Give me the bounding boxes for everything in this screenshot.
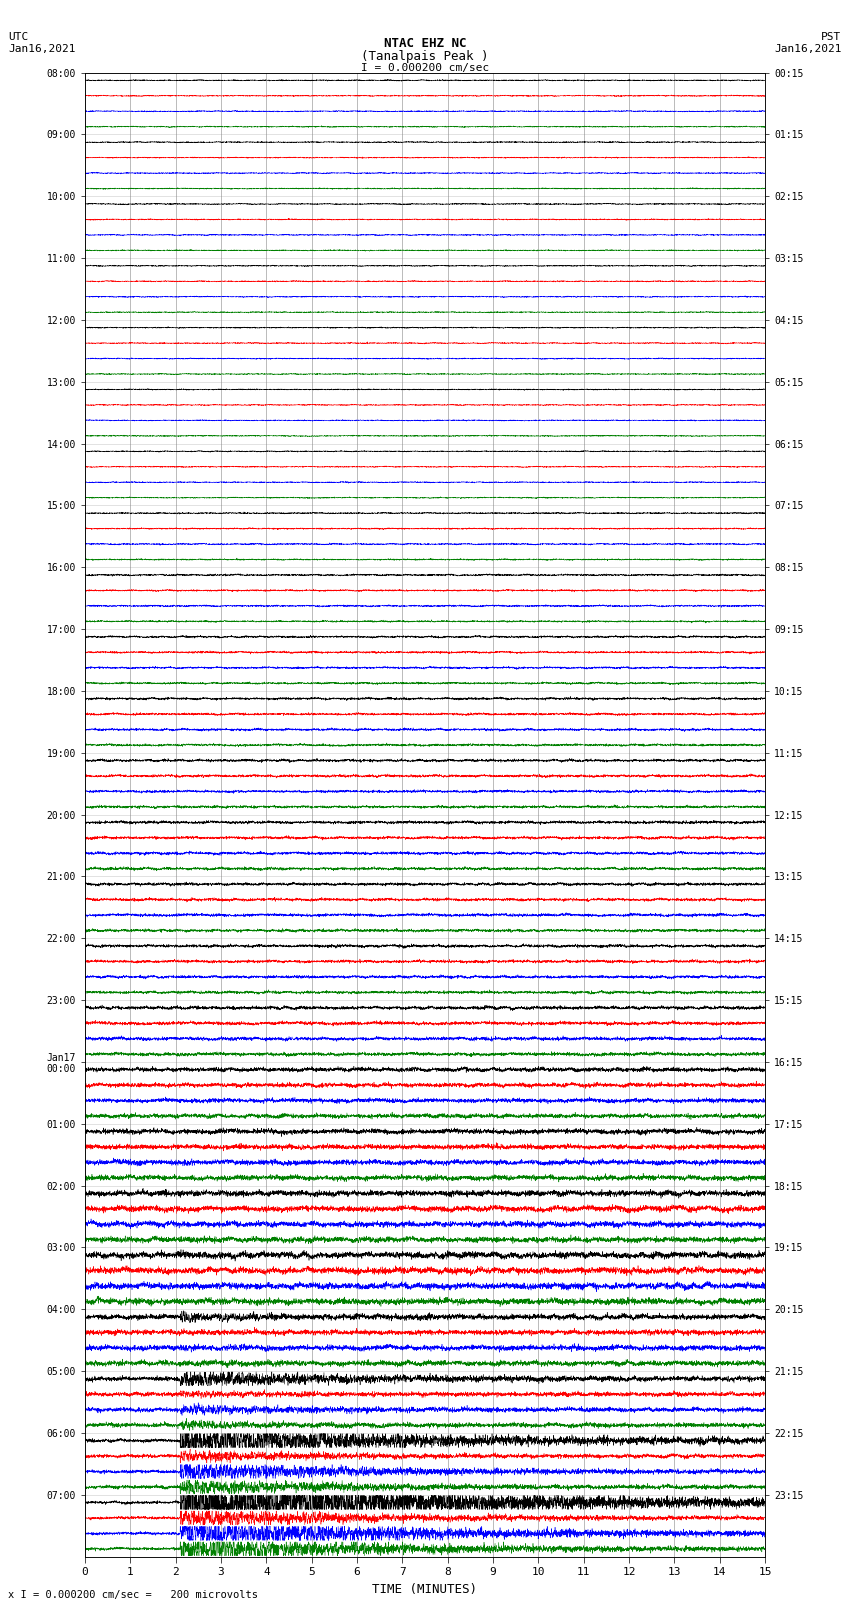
Text: UTC
Jan16,2021: UTC Jan16,2021 [8,32,76,53]
Text: NTAC EHZ NC: NTAC EHZ NC [383,37,467,50]
Text: x I = 0.000200 cm/sec =   200 microvolts: x I = 0.000200 cm/sec = 200 microvolts [8,1590,258,1600]
Text: I = 0.000200 cm/sec: I = 0.000200 cm/sec [361,63,489,73]
Text: (Tanalpais Peak ): (Tanalpais Peak ) [361,50,489,63]
X-axis label: TIME (MINUTES): TIME (MINUTES) [372,1582,478,1595]
Text: PST
Jan16,2021: PST Jan16,2021 [774,32,842,53]
